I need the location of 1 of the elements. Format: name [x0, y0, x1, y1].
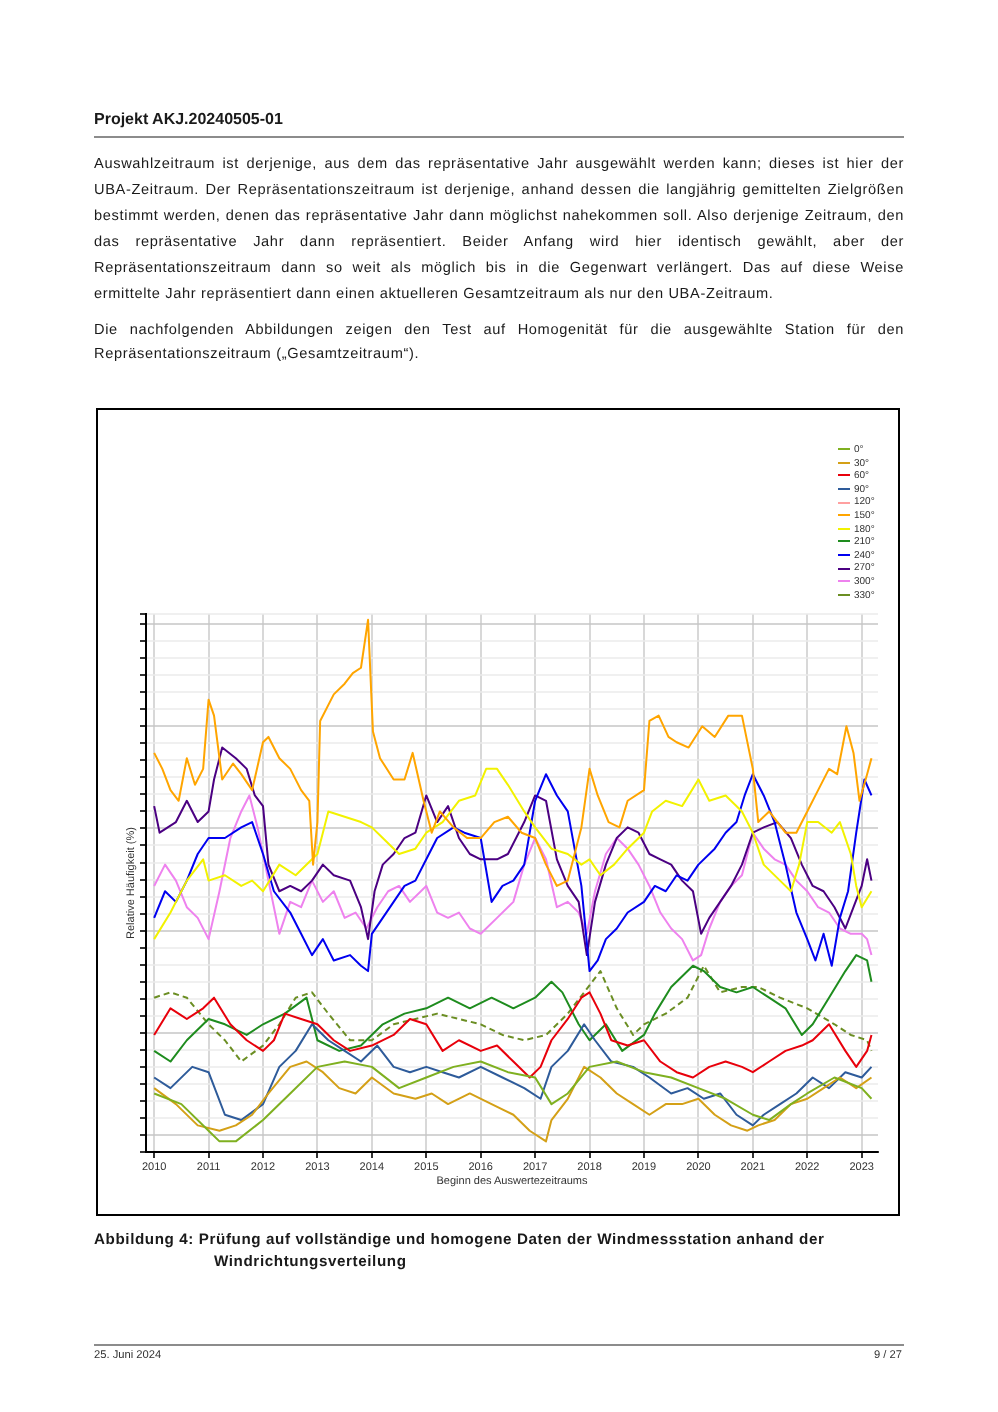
text: Projekt AKJ.20240505-01 [94, 110, 283, 130]
